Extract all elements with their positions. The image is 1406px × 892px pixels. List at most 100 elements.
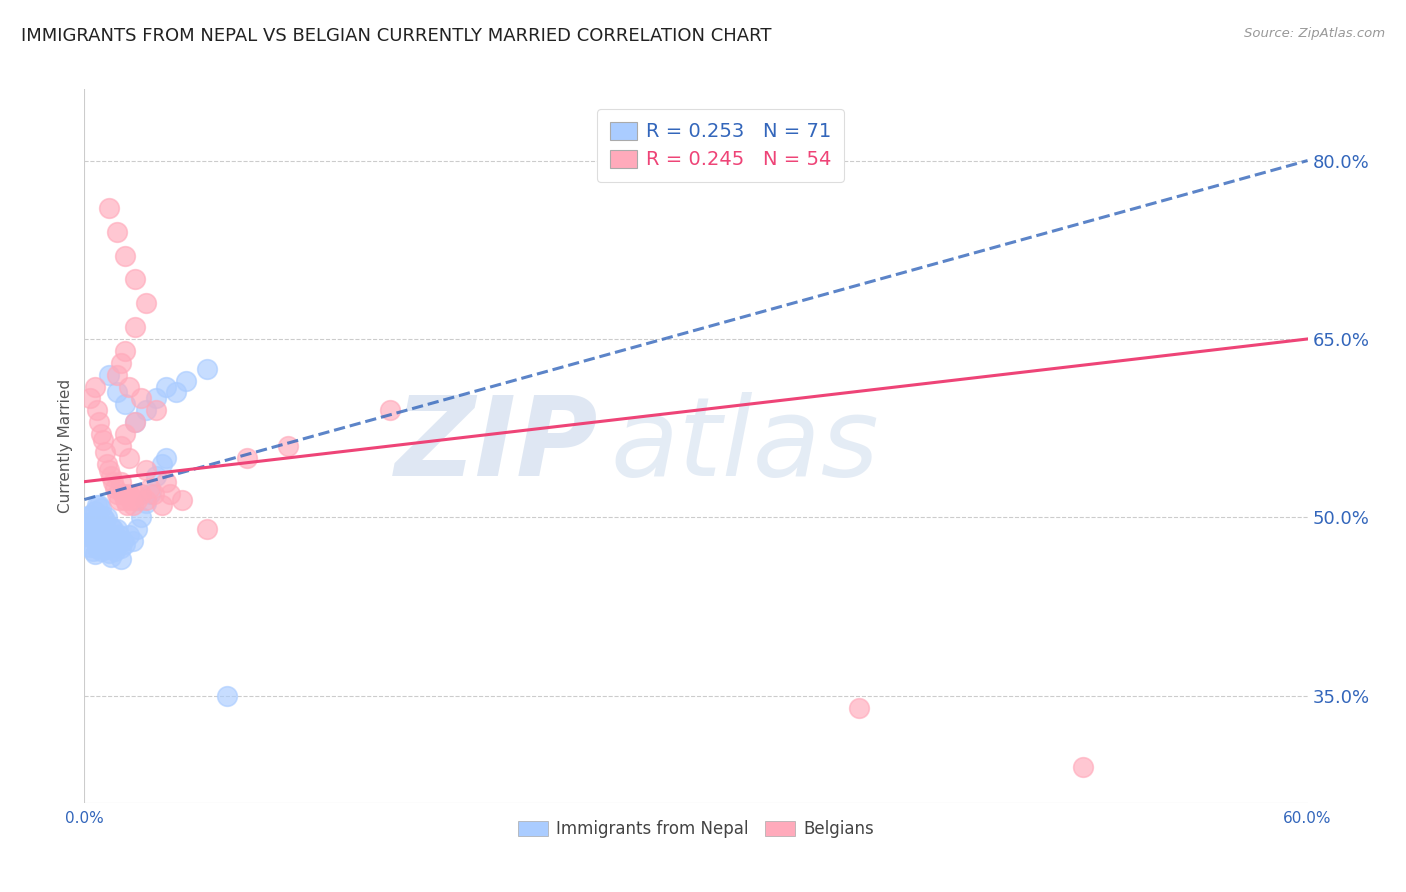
Point (104, 528, 127, 542)
Point (82, 531, 104, 545)
Point (97, 463, 120, 477)
Point (105, 368, 128, 382)
Point (124, 272, 146, 286)
Point (138, 481, 160, 495)
Point (112, 534, 135, 549)
Point (83, 534, 105, 549)
Point (135, 492, 157, 507)
Point (75, 522, 97, 536)
Point (110, 356, 132, 370)
Point (87, 513, 110, 527)
Point (122, 534, 145, 549)
Point (91, 525, 114, 540)
Point (91, 433, 114, 447)
Point (1073, 760, 1095, 774)
Point (87, 524, 110, 539)
Point (77, 516, 100, 531)
Point (82, 543, 104, 558)
Point (79, 392, 101, 406)
Point (97, 368, 120, 382)
Point (155, 379, 177, 393)
Point (79, 540, 101, 554)
Point (97, 201, 120, 215)
Point (115, 499, 138, 513)
Point (114, 249, 136, 263)
Point (91, 510, 114, 524)
Point (90, 500, 112, 515)
Point (101, 540, 124, 554)
Point (93, 542, 115, 557)
Point (114, 536, 136, 550)
Point (93, 513, 115, 527)
Point (135, 403, 157, 417)
Point (77, 528, 100, 542)
Text: atlas: atlas (610, 392, 879, 500)
Point (110, 541, 132, 556)
Point (135, 496, 157, 510)
Point (217, 689, 239, 703)
Point (105, 539, 128, 553)
Point (110, 475, 132, 489)
Point (110, 439, 132, 453)
Point (131, 486, 153, 500)
Point (96, 510, 118, 524)
Point (138, 486, 160, 500)
Point (236, 450, 259, 465)
Text: Source: ZipAtlas.com: Source: ZipAtlas.com (1244, 27, 1385, 40)
Point (83, 547, 105, 561)
Point (131, 510, 153, 524)
Point (848, 700, 870, 714)
Point (97, 546, 120, 560)
Point (96, 540, 118, 554)
Point (90, 517, 112, 532)
Point (127, 522, 149, 536)
Point (114, 397, 136, 411)
Point (131, 392, 153, 406)
Point (104, 543, 127, 558)
Point (105, 486, 128, 500)
Point (100, 468, 122, 483)
Point (97, 532, 120, 546)
Point (82, 514, 104, 528)
Point (104, 481, 127, 495)
Point (108, 528, 131, 542)
Point (79, 508, 101, 522)
Point (145, 468, 167, 483)
Point (87, 415, 110, 429)
Point (93, 528, 115, 542)
Point (118, 379, 141, 393)
Point (83, 379, 105, 393)
Point (145, 392, 167, 406)
Point (127, 492, 149, 507)
Point (122, 499, 145, 513)
Point (195, 522, 218, 536)
Point (90, 543, 112, 558)
Point (124, 486, 146, 500)
Point (90, 532, 112, 546)
Point (165, 385, 187, 400)
Point (124, 415, 146, 429)
Point (86, 541, 108, 556)
Point (108, 492, 131, 507)
Point (155, 450, 177, 465)
Point (105, 225, 128, 239)
Point (86, 499, 108, 513)
Point (79, 524, 101, 539)
Point (150, 457, 173, 471)
Point (118, 528, 141, 542)
Point (86, 529, 108, 543)
Point (145, 403, 167, 417)
Point (110, 552, 132, 566)
Point (142, 486, 165, 500)
Point (87, 499, 110, 513)
Point (277, 439, 299, 453)
Point (83, 504, 105, 518)
Point (105, 522, 128, 536)
Text: ZIP: ZIP (395, 392, 598, 500)
Point (100, 520, 122, 534)
Point (195, 361, 218, 376)
Point (96, 457, 118, 471)
Point (118, 450, 141, 465)
Text: IMMIGRANTS FROM NEPAL VS BELGIAN CURRENTLY MARRIED CORRELATION CHART: IMMIGRANTS FROM NEPAL VS BELGIAN CURRENT… (21, 27, 772, 45)
Point (87, 536, 110, 550)
